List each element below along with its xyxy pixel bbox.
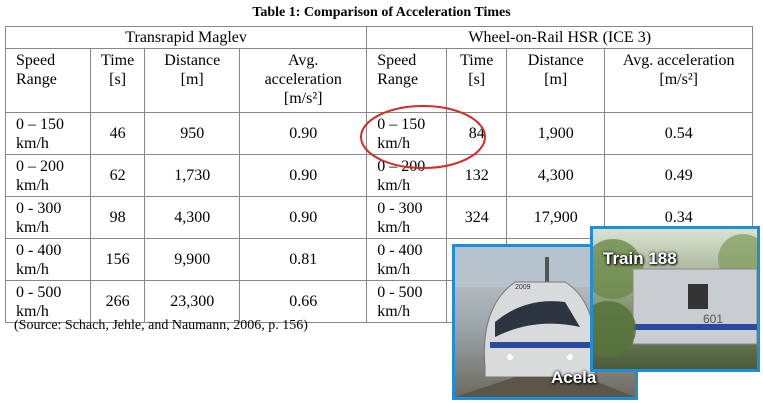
table-cell: 0 - 400 km/h <box>366 238 448 281</box>
table-cell: 266 <box>89 280 146 323</box>
table-cell: 0 - 300 km/h <box>366 196 448 239</box>
table-cell: 84 <box>446 112 508 155</box>
table-cell: 0.54 <box>604 112 754 155</box>
table-cell: 62 <box>89 154 146 197</box>
train188-photo: 601 Train 188 <box>590 226 760 372</box>
data-row: 0 – 200 km/h 62 1,730 0.90 0 – 200 km/h 132 4,… <box>5 154 754 197</box>
data-row: 0 – 150 km/h 46 950 0.90 0 – 150 km/h 84 1,900… <box>5 112 754 155</box>
table-title: Table 1: Comparison of Acceleration Time… <box>252 5 511 20</box>
column-header: Distance [m] <box>506 48 606 113</box>
table-cell: 0.49 <box>604 154 754 197</box>
column-header: Time [s] <box>446 48 508 113</box>
column-header: Distance [m] <box>144 48 241 113</box>
column-header: Time [s] <box>89 48 146 113</box>
group-row: Transrapid Maglev Wheel-on-Rail HSR (ICE … <box>4 26 754 49</box>
table-cell: 4,300 <box>144 196 241 239</box>
photo-caption: Train 188 <box>603 249 677 268</box>
header-row: Speed Range Time [s] Distance [m] Avg. acce… <box>5 48 754 113</box>
table-cell: 0 – 200 km/h <box>366 154 448 197</box>
group-header: Transrapid Maglev <box>4 26 368 49</box>
table-cell: 0 - 500 km/h <box>366 280 448 323</box>
train-number: 2009 <box>515 284 531 291</box>
table-cell: 132 <box>446 154 508 197</box>
train188-drawing: 601 <box>593 234 757 357</box>
table-cell: 4,300 <box>506 154 606 197</box>
column-header: Speed Range <box>366 48 448 113</box>
table-cell: 0 – 150 km/h <box>366 112 448 155</box>
column-header: Avg. acceleration [m/s²] <box>239 48 368 113</box>
table-cell: 1,730 <box>144 154 241 197</box>
photo-caption: Acela <box>551 368 597 387</box>
car-number: 601 <box>703 312 723 326</box>
table-cell: 23,300 <box>144 280 241 323</box>
source-note: (Source: Schach, Jehle, and Naumann, 200… <box>14 318 308 333</box>
table-cell: 46 <box>89 112 146 155</box>
table-cell: 0 – 200 km/h <box>5 154 91 197</box>
column-header: Speed Range <box>5 48 91 113</box>
table-cell: 0 - 300 km/h <box>5 196 91 239</box>
table-cell: 0.90 <box>239 154 368 197</box>
table-cell: 324 <box>446 196 508 239</box>
table-cell: 0 – 150 km/h <box>5 112 91 155</box>
table-cell: 0.66 <box>239 280 368 323</box>
table-cell: 9,900 <box>144 238 241 281</box>
table-cell: 0.90 <box>239 196 368 239</box>
table-cell: 1,900 <box>506 112 606 155</box>
table-cell: 0.90 <box>239 112 368 155</box>
table-cell: 0 - 500 km/h <box>5 280 91 323</box>
table-cell: 0.81 <box>239 238 368 281</box>
table-cell: 156 <box>89 238 146 281</box>
group-header: Wheel-on-Rail HSR (ICE 3) <box>366 26 754 49</box>
table-cell: 98 <box>89 196 146 239</box>
column-header: Avg. acceleration [m/s²] <box>604 48 754 113</box>
table-cell: 0 - 400 km/h <box>5 238 91 281</box>
table-cell: 950 <box>144 112 241 155</box>
